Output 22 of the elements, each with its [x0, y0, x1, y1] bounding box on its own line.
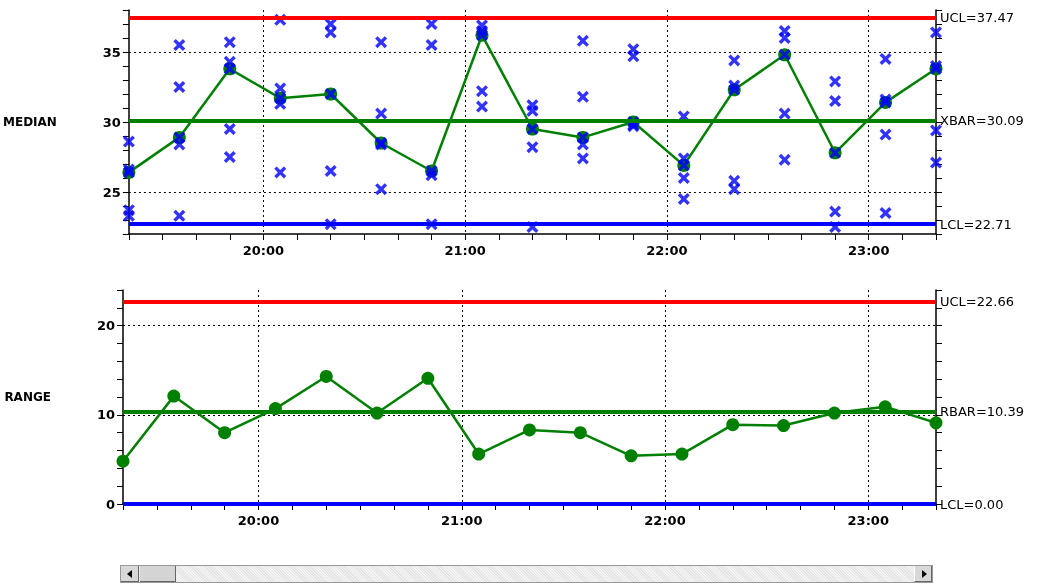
y-tick-label: 20 — [96, 318, 115, 334]
x-tick-label: 23:00 — [848, 243, 890, 258]
x-tick-label: 20:00 — [237, 513, 280, 528]
ref-line-label: UCL=22.66 — [940, 294, 1014, 310]
ref-line-label: RBAR=10.39 — [940, 403, 1024, 419]
y-tick-label: 35 — [102, 44, 121, 60]
ref-line-label: LCL=22.71 — [940, 216, 1012, 232]
x-tick-label: 20:00 — [242, 243, 285, 258]
x-tick-label: 23:00 — [847, 513, 889, 528]
ref-line-label: LCL=0.00 — [940, 496, 1004, 512]
y-tick-label: 30 — [102, 114, 121, 130]
x-tick-label: 22:00 — [644, 513, 686, 528]
ref-line-label: XBAR=30.09 — [940, 113, 1024, 129]
y-tick-label: 25 — [102, 184, 121, 200]
ref-line-label: UCL=37.47 — [940, 9, 1014, 25]
x-tick-label: 22:00 — [646, 243, 688, 258]
x-tick-label: 21:00 — [444, 243, 486, 258]
y-tick-label: 10 — [96, 407, 115, 423]
y-axis-title: RANGE — [4, 390, 51, 404]
y-axis-title: MEDIAN — [2, 115, 57, 129]
y-tick-label: 0 — [105, 496, 115, 512]
x-tick-label: 21:00 — [441, 513, 483, 528]
